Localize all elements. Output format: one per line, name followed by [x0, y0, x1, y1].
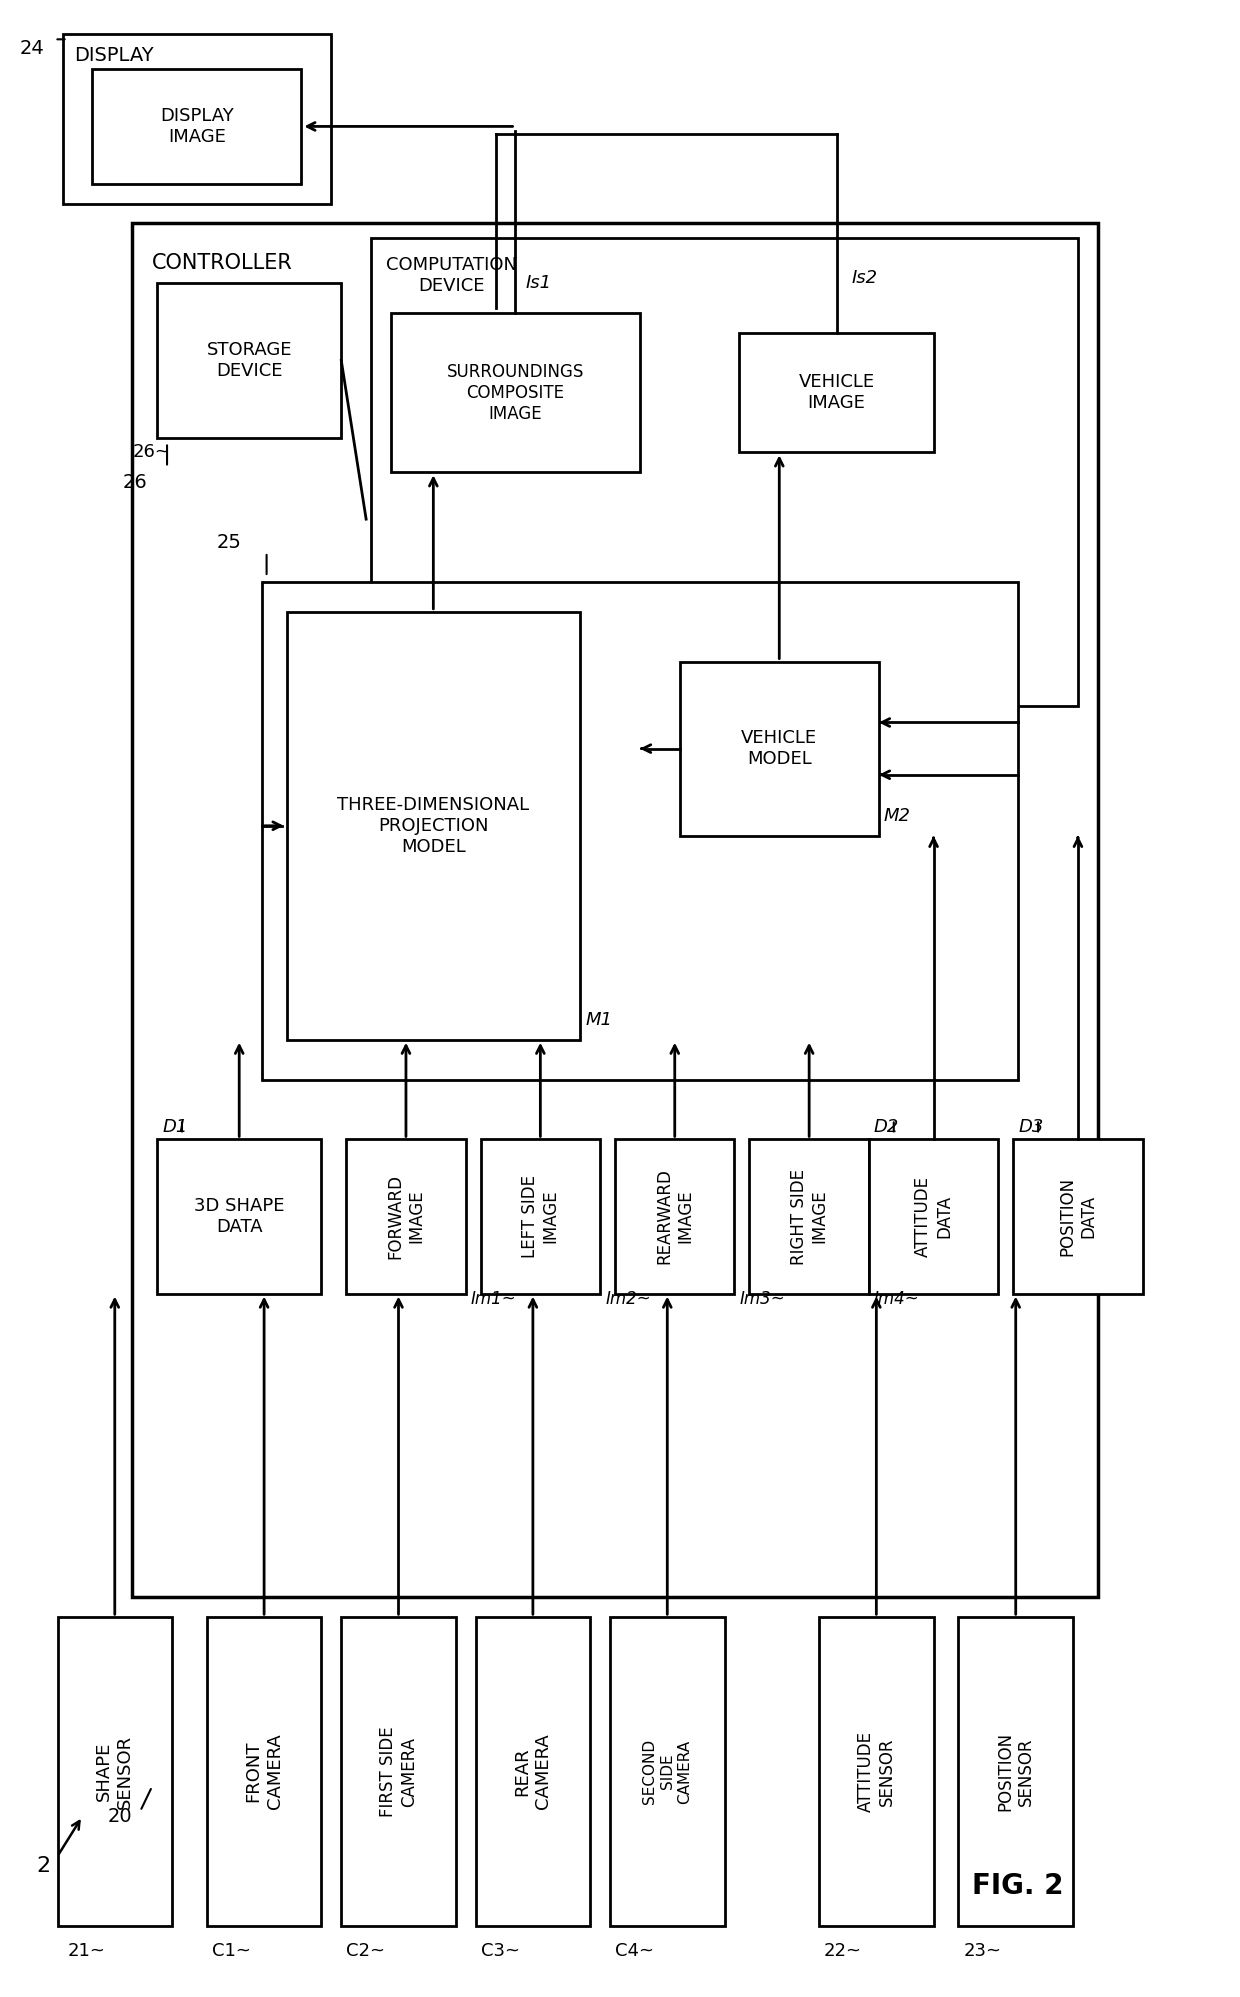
Bar — [207, 1618, 321, 1925]
Bar — [346, 1140, 466, 1294]
Bar — [133, 224, 1097, 1598]
Text: POSITION
DATA: POSITION DATA — [1059, 1176, 1097, 1256]
Text: Is1: Is1 — [526, 274, 552, 292]
Text: REARWARD
IMAGE: REARWARD IMAGE — [656, 1168, 694, 1264]
Bar — [481, 1140, 600, 1294]
Text: 3D SHAPE
DATA: 3D SHAPE DATA — [193, 1196, 284, 1236]
Bar — [615, 1140, 734, 1294]
Text: 24: 24 — [20, 40, 45, 58]
Bar — [92, 70, 301, 184]
Text: 25: 25 — [217, 533, 242, 551]
Text: SECOND
SIDE
CAMERA: SECOND SIDE CAMERA — [642, 1739, 692, 1803]
Text: FIRST SIDE
CAMERA: FIRST SIDE CAMERA — [379, 1725, 418, 1817]
Bar — [680, 661, 879, 835]
Text: D2: D2 — [874, 1118, 899, 1136]
Text: REAR
CAMERA: REAR CAMERA — [513, 1733, 552, 1809]
Text: THREE-DIMENSIONAL
PROJECTION
MODEL: THREE-DIMENSIONAL PROJECTION MODEL — [337, 797, 529, 855]
Text: M1: M1 — [585, 1010, 613, 1028]
Text: Im4~: Im4~ — [874, 1290, 920, 1308]
Text: POSITION
SENSOR: POSITION SENSOR — [996, 1731, 1035, 1811]
Text: DISPLAY: DISPLAY — [74, 46, 154, 66]
Bar — [286, 611, 580, 1040]
Bar — [371, 238, 1078, 707]
Bar — [820, 1618, 934, 1925]
Text: FORWARD
IMAGE: FORWARD IMAGE — [387, 1174, 425, 1258]
Text: FIG. 2: FIG. 2 — [972, 1871, 1064, 1899]
Text: FRONT
CAMERA: FRONT CAMERA — [244, 1733, 284, 1809]
Text: LEFT SIDE
IMAGE: LEFT SIDE IMAGE — [521, 1174, 559, 1258]
Text: VEHICLE
MODEL: VEHICLE MODEL — [742, 729, 817, 769]
Text: 22~: 22~ — [825, 1941, 862, 1959]
Bar — [739, 333, 934, 453]
Bar — [391, 314, 640, 473]
Text: D1: D1 — [162, 1118, 187, 1136]
Text: 26~: 26~ — [133, 443, 170, 461]
Bar — [749, 1140, 869, 1294]
Text: ATTITUDE
DATA: ATTITUDE DATA — [914, 1176, 954, 1256]
Text: ATTITUDE
SENSOR: ATTITUDE SENSOR — [857, 1731, 895, 1811]
Text: DISPLAY
IMAGE: DISPLAY IMAGE — [160, 108, 234, 146]
Text: VEHICLE
IMAGE: VEHICLE IMAGE — [799, 373, 874, 411]
Text: Is2: Is2 — [852, 270, 878, 288]
Text: C2~: C2~ — [346, 1941, 386, 1959]
Bar — [341, 1618, 456, 1925]
Bar — [157, 284, 341, 437]
Text: CONTROLLER: CONTROLLER — [153, 254, 293, 274]
Bar — [262, 581, 1018, 1080]
Text: RIGHT SIDE
IMAGE: RIGHT SIDE IMAGE — [790, 1168, 828, 1264]
Text: 2: 2 — [36, 1855, 51, 1875]
Text: Im2~: Im2~ — [605, 1290, 651, 1308]
Bar — [62, 34, 331, 204]
Text: COMPUTATION
DEVICE: COMPUTATION DEVICE — [386, 256, 517, 296]
Text: M2: M2 — [884, 807, 911, 825]
Text: D3: D3 — [1018, 1118, 1044, 1136]
Text: 26: 26 — [123, 473, 148, 491]
Text: 23~: 23~ — [963, 1941, 1002, 1959]
Text: Im3~: Im3~ — [739, 1290, 785, 1308]
Bar — [959, 1618, 1073, 1925]
Text: C4~: C4~ — [615, 1941, 653, 1959]
Text: C1~: C1~ — [212, 1941, 250, 1959]
Text: STORAGE
DEVICE: STORAGE DEVICE — [206, 341, 291, 379]
Text: C3~: C3~ — [481, 1941, 520, 1959]
Text: 21~: 21~ — [67, 1941, 105, 1959]
Bar — [1013, 1140, 1142, 1294]
Bar — [610, 1618, 724, 1925]
Text: SURROUNDINGS
COMPOSITE
IMAGE: SURROUNDINGS COMPOSITE IMAGE — [446, 363, 584, 423]
Bar — [476, 1618, 590, 1925]
Bar — [869, 1140, 998, 1294]
Bar — [57, 1618, 172, 1925]
Text: Im1~: Im1~ — [471, 1290, 516, 1308]
Bar — [157, 1140, 321, 1294]
Text: SHAPE
SENSOR: SHAPE SENSOR — [95, 1735, 134, 1809]
Text: 20: 20 — [108, 1807, 133, 1825]
